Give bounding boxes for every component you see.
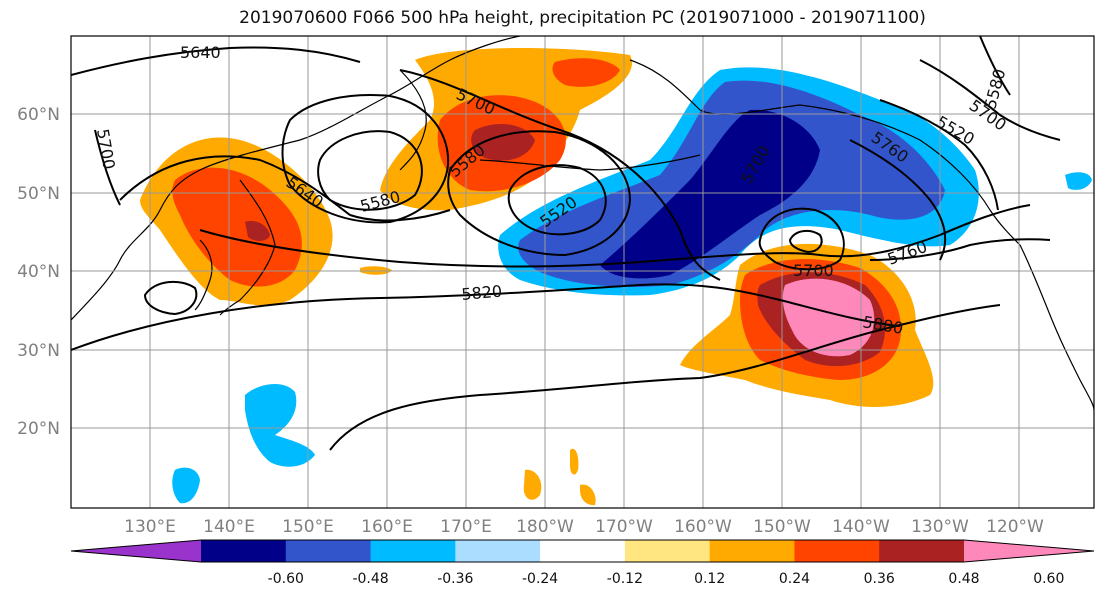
contour-label-5640-nw: 5640 xyxy=(180,43,221,62)
lon-axis: 130°E 140°E 150°E 160°E 170°E 180°W 170°… xyxy=(124,517,1044,537)
map-border xyxy=(70,35,1095,509)
contour-5640-east xyxy=(879,99,999,211)
colorbar-segment xyxy=(624,540,711,562)
lon-label: 130°E xyxy=(124,517,176,537)
colorbar-segment xyxy=(455,540,541,562)
lat-label-20: 20°N xyxy=(17,419,60,439)
anomaly-strong-north xyxy=(552,58,620,87)
colorbar-tick-label: 0.12 xyxy=(694,571,725,587)
coastline-aleutians xyxy=(479,154,701,171)
anomaly-small-positive-4 xyxy=(580,484,596,506)
lat-label-50: 50°N xyxy=(17,184,60,204)
coastline-asia xyxy=(71,36,521,321)
contour-label-5700-east: 5700 xyxy=(793,261,834,280)
colorbar-extend-high xyxy=(964,540,1094,562)
contour-low-east xyxy=(758,207,845,271)
colorbar-tick-label: 0.36 xyxy=(864,571,895,587)
anomaly-small-positive-1 xyxy=(570,448,579,475)
lon-label: 150°E xyxy=(282,517,334,537)
contour-label-5820: 5820 xyxy=(461,282,503,304)
map-title: 2019070600 F066 500 hPa height, precipit… xyxy=(239,8,926,28)
anomaly-core-japan xyxy=(245,220,270,241)
contour-small-loop xyxy=(143,280,198,316)
colorbar-tick-label: -0.48 xyxy=(352,571,388,587)
anomaly-negative-west-2 xyxy=(172,467,200,504)
colorbar-segment xyxy=(285,540,372,562)
colorbar-tick-label: -0.36 xyxy=(437,571,473,587)
lat-axis: 60°N 50°N 40°N 30°N 20°N xyxy=(17,105,60,439)
graticule xyxy=(71,36,1094,508)
colorbar-tick-label: -0.24 xyxy=(522,571,558,587)
colorbar-tick-label: -0.60 xyxy=(268,571,304,587)
lat-label-30: 30°N xyxy=(17,341,60,361)
lat-label-60: 60°N xyxy=(17,105,60,125)
height-contours xyxy=(71,36,1061,451)
lon-label: 180°W xyxy=(516,517,574,537)
colorbar-segment xyxy=(709,540,795,562)
colorbar-tick-label: 0.48 xyxy=(948,571,979,587)
colorbar-tick-label: 0.60 xyxy=(1033,571,1064,587)
contour-5640 xyxy=(281,94,450,224)
contour-5580 xyxy=(447,130,632,257)
contour-5880-trail xyxy=(329,304,1001,451)
colorbar: -0.60 -0.48 -0.36 -0.24 -0.12 0.12 0.24 0.36 0.4… xyxy=(70,539,1095,587)
contour-5640-nw xyxy=(71,46,361,76)
contour-5520 xyxy=(507,164,607,236)
colorbar-segment xyxy=(879,540,965,562)
coastline-kamchatka xyxy=(399,69,427,171)
contour-5700-east xyxy=(849,139,947,261)
contour-ring-east xyxy=(788,229,823,254)
colorbar-extend-low xyxy=(71,540,201,562)
lon-label: 160°E xyxy=(361,517,413,537)
lon-label: 140°W xyxy=(832,517,890,537)
colorbar-segment xyxy=(540,540,626,562)
contour-5520-ne xyxy=(979,36,1011,96)
colorbar-tick-label: 0.24 xyxy=(779,571,810,587)
colorbar-segment xyxy=(201,540,287,562)
contour-5760-east xyxy=(869,238,1051,261)
colorbar-segment xyxy=(794,540,880,562)
lon-label: 160°W xyxy=(674,517,732,537)
contour-5700-west xyxy=(94,129,121,206)
lon-label: 170°E xyxy=(440,517,492,537)
lon-label: 150°W xyxy=(753,517,811,537)
anomaly-negative-nw-coast xyxy=(1065,172,1092,190)
colorbar-tick-label: -0.12 xyxy=(607,571,643,587)
anomaly-strong-japan xyxy=(172,167,302,287)
coastline-north-america xyxy=(1019,244,1094,411)
anomaly-negative-west-1 xyxy=(245,384,315,467)
anomaly-negative-strong xyxy=(600,109,820,279)
contour-5700-central xyxy=(399,69,721,281)
lon-label: 140°E xyxy=(203,517,255,537)
lon-label: 130°W xyxy=(911,517,969,537)
lon-label: 170°W xyxy=(595,517,653,537)
contour-5580-ne xyxy=(919,59,1061,141)
contour-5760 xyxy=(199,204,1031,268)
anomaly-small-positive-2 xyxy=(523,469,542,500)
colorbar-segment xyxy=(370,540,456,562)
contour-5580-ring xyxy=(317,130,423,211)
lat-label-40: 40°N xyxy=(17,262,60,282)
contour-5820 xyxy=(71,283,901,351)
coastline-korea xyxy=(194,239,213,311)
lon-label: 120°W xyxy=(986,517,1044,537)
colorbar-outline xyxy=(70,539,1095,563)
